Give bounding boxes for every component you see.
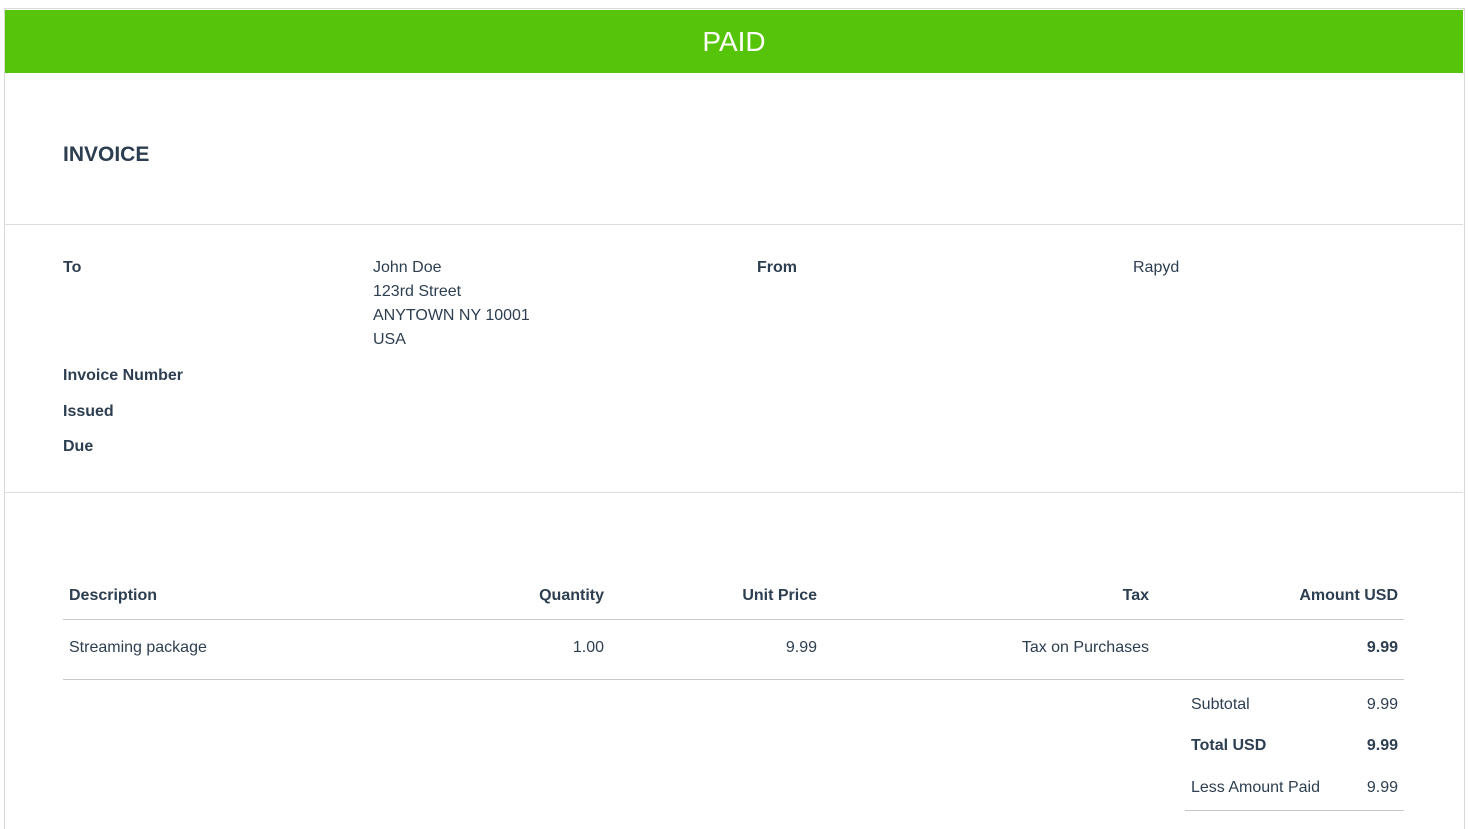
total-label: Total USD bbox=[1191, 737, 1267, 754]
column-header: Amount USD bbox=[1299, 587, 1398, 604]
from-name: Rapyd bbox=[1133, 259, 1180, 276]
invoice-title: INVOICE bbox=[63, 143, 150, 166]
to-country: USA bbox=[373, 331, 406, 348]
table-rule bbox=[63, 619, 1404, 620]
cell: 9.99 bbox=[1366, 639, 1398, 656]
table-rule bbox=[63, 679, 1404, 680]
status-banner: PAID bbox=[5, 10, 1463, 73]
cell: 9.99 bbox=[785, 639, 817, 656]
from-label: From bbox=[757, 259, 797, 276]
invoice-frame bbox=[4, 8, 1465, 829]
issued-label: Issued bbox=[63, 403, 114, 420]
column-header: Unit Price bbox=[742, 587, 817, 604]
to-city: ANYTOWN NY 10001 bbox=[373, 307, 530, 324]
status-text: PAID bbox=[702, 25, 766, 57]
to-label: To bbox=[63, 259, 82, 276]
cell: Tax on Purchases bbox=[1021, 639, 1149, 656]
totals-rule bbox=[1185, 810, 1404, 811]
invoice-number-label: Invoice Number bbox=[63, 367, 184, 384]
paid-value: 9.99 bbox=[1366, 779, 1398, 796]
to-street: 123rd Street bbox=[373, 283, 462, 300]
due-label: Due bbox=[63, 438, 94, 455]
cell: Streaming package bbox=[69, 639, 207, 656]
divider bbox=[5, 224, 1463, 225]
column-header: Tax bbox=[1122, 587, 1149, 604]
column-header: Quantity bbox=[539, 587, 604, 604]
column-header: Description bbox=[69, 587, 158, 604]
total-value: 9.99 bbox=[1366, 737, 1398, 754]
cell: 1.00 bbox=[572, 639, 604, 656]
paid-label: Less Amount Paid bbox=[1191, 779, 1320, 796]
to-name: John Doe bbox=[373, 259, 442, 276]
subtotal-label: Subtotal bbox=[1191, 696, 1250, 713]
divider bbox=[5, 492, 1463, 493]
subtotal-value: 9.99 bbox=[1366, 696, 1398, 713]
